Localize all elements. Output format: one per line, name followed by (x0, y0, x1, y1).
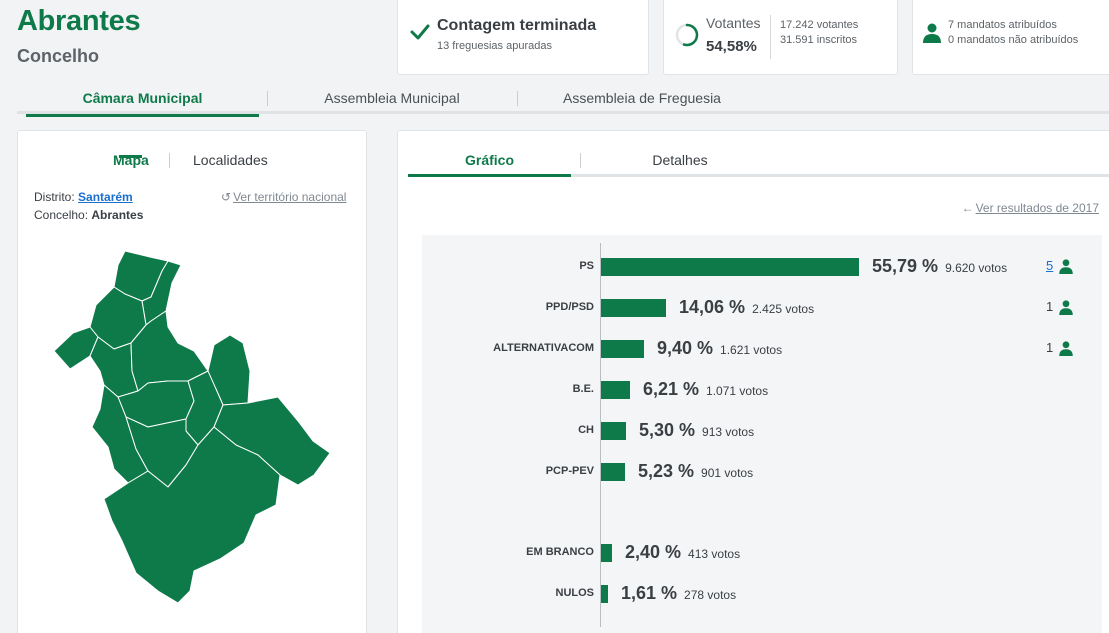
percentage-label: 5,30 % (639, 420, 696, 440)
result-bar (601, 340, 644, 358)
national-link-label: Ver território nacional (233, 190, 347, 204)
previous-results-link[interactable]: ← Ver resultados de 2017 (962, 201, 1099, 215)
county-label: Concelho: (34, 208, 89, 222)
turnout-ring-icon (675, 23, 699, 47)
seats-count: 1 (1046, 340, 1054, 355)
district-line: Distrito: Santarém (34, 190, 133, 204)
county-line: Concelho: Abrantes (34, 208, 143, 222)
votes-label: 2.425 votos (752, 302, 815, 316)
result-row: B.E. 6,21 % 1.071 votos (422, 378, 1102, 402)
person-icon (923, 23, 941, 43)
tab-localidades[interactable]: Localidades (193, 152, 268, 168)
tab-assembleia-municipal[interactable]: Assembleia Municipal (324, 90, 460, 106)
voters-count: 17.242 votantes (780, 19, 859, 31)
registered-count: 31.591 inscritos (780, 34, 858, 46)
county-name: Abrantes (91, 208, 144, 222)
votes-label: 413 votos (688, 547, 741, 561)
percentage-label: 14,06 % (679, 297, 746, 317)
person-icon (1059, 259, 1073, 274)
map-panel: Mapa Localidades Distrito: Santarém Conc… (17, 130, 367, 633)
tab-divider (517, 91, 518, 106)
tab-detalhes[interactable]: Detalhes (652, 152, 708, 168)
district-label: Distrito: (34, 190, 75, 204)
result-row: PS 55,79 % 9.620 votos 5 (422, 255, 1102, 279)
results-tabs: Gráfico Detalhes (408, 151, 1109, 177)
district-link[interactable]: Santarém (78, 190, 133, 204)
votes-label: 913 votos (702, 425, 755, 439)
result-bar (601, 299, 666, 317)
undo-icon: ↺ (221, 190, 232, 204)
party-label: ALTERNATIVACOM (493, 342, 594, 354)
percentage-label: 55,79 % (872, 256, 939, 276)
result-bar (601, 258, 859, 276)
voters-card: Votantes 54,58% 17.242 votantes 31.591 i… (663, 0, 898, 75)
page-title: Abrantes (17, 5, 141, 37)
previous-results-label: Ver resultados de 2017 (975, 201, 1099, 215)
result-row: PPD/PSD 14,06 % 2.425 votos 1 (422, 296, 1102, 320)
party-label: NULOS (555, 587, 595, 599)
person-icon (1059, 341, 1073, 356)
count-status-title: Contagem terminada (437, 17, 597, 34)
voters-label: Votantes (706, 15, 761, 31)
percentage-label: 6,21 % (643, 379, 700, 399)
votes-label: 278 votos (684, 588, 737, 602)
tab-camara-municipal[interactable]: Câmara Municipal (26, 86, 259, 117)
result-bar (601, 544, 612, 562)
result-row: ALTERNATIVACOM 9,40 % 1.621 votos 1 (422, 337, 1102, 361)
party-label: B.E. (572, 383, 594, 395)
votes-label: 901 votos (701, 466, 754, 480)
count-status-subtitle: 13 freguesias apuradas (437, 40, 552, 52)
party-label: EM BRANCO (526, 546, 594, 558)
result-bar (601, 422, 626, 440)
percentage-label: 5,23 % (638, 461, 695, 481)
votes-label: 9.620 votos (945, 261, 1008, 275)
county-map[interactable] (18, 231, 368, 631)
party-label: PPD/PSD (545, 301, 594, 313)
party-label: CH (578, 424, 594, 436)
party-label: PCP-PEV (545, 465, 594, 477)
result-row: NULOS 1,61 % 278 votos (422, 582, 1102, 606)
chart-axis-line (600, 243, 601, 627)
results-bar-chart: PS 55,79 % 9.620 votos 5 PPD/PSD 14,06 % 2.425… (422, 235, 1102, 633)
page-subtitle: Concelho (17, 46, 100, 66)
tab-divider (169, 153, 170, 168)
result-bar (601, 381, 630, 399)
election-tabs: Câmara Municipal Assembleia Municipal As… (17, 86, 1109, 117)
check-icon (410, 24, 430, 40)
page-header: Abrantes Concelho (17, 2, 141, 70)
results-panel: Gráfico Detalhes ← Ver resultados de 2017… (397, 130, 1109, 633)
percentage-label: 2,40 % (625, 542, 682, 562)
seats-count[interactable]: 5 (1046, 258, 1054, 273)
map-panel-tabs: Mapa Localidades (18, 151, 368, 177)
arrow-left-icon: ← (961, 201, 974, 215)
seats-count: 1 (1046, 299, 1054, 314)
result-row: CH 5,30 % 913 votos (422, 419, 1102, 443)
result-bar (601, 463, 625, 481)
tab-assembleia-freguesia[interactable]: Assembleia de Freguesia (563, 90, 721, 106)
percentage-label: 1,61 % (621, 583, 678, 603)
tab-grafico[interactable]: Gráfico (408, 151, 571, 177)
tab-divider (267, 91, 268, 106)
voters-percentage: 54,58% (706, 38, 757, 55)
mandates-assigned: 7 mandatos atribuídos (948, 19, 1057, 31)
active-tab-indicator (119, 155, 142, 158)
tab-divider (580, 153, 581, 168)
votes-label: 1.071 votos (706, 384, 769, 398)
party-label: PS (579, 260, 594, 272)
votes-label: 1.621 votos (720, 343, 783, 357)
percentage-label: 9,40 % (657, 338, 714, 358)
tab-mapa[interactable]: Mapa (113, 152, 149, 168)
voters-divider (770, 15, 771, 59)
result-row: PCP-PEV 5,23 % 901 votos (422, 460, 1102, 484)
mandates-card: 7 mandatos atribuídos 0 mandatos não atr… (912, 0, 1109, 75)
person-icon (1059, 300, 1073, 315)
count-status-card: Contagem terminada 13 freguesias apurada… (397, 0, 649, 75)
mandates-unassigned: 0 mandatos não atribuídos (948, 34, 1079, 46)
result-bar (601, 585, 608, 603)
national-territory-link[interactable]: ↺ Ver território nacional (221, 190, 346, 204)
result-row: EM BRANCO 2,40 % 413 votos (422, 541, 1102, 565)
